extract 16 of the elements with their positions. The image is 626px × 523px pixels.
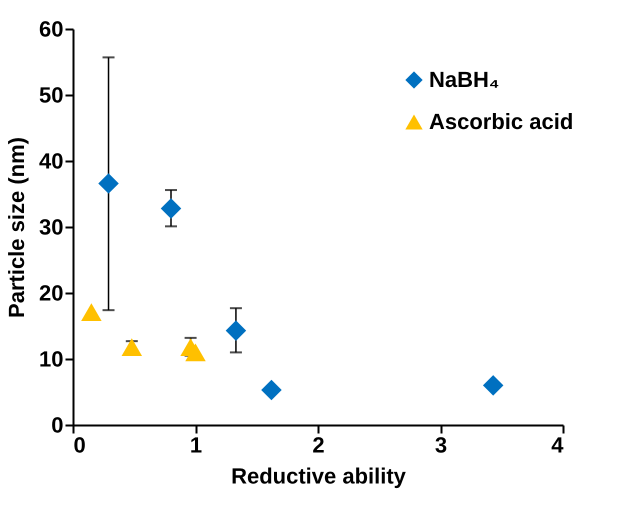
y-tick-label: 0 (51, 412, 64, 438)
y-tick-label: 20 (39, 280, 64, 306)
y-tick-label: 40 (39, 148, 64, 174)
y-axis-title: Particle size (nm) (4, 137, 30, 318)
y-tick-label: 50 (39, 82, 64, 108)
legend-label: Ascorbic acid (429, 109, 574, 134)
x-tick-label: 0 (74, 432, 86, 458)
x-tick-label: 4 (551, 432, 564, 458)
x-axis-title: Reductive ability (231, 464, 407, 488)
y-tick-label: 60 (39, 16, 64, 42)
x-tick-label: 2 (312, 432, 325, 458)
y-tick-label: 30 (39, 214, 64, 240)
legend-label: NaBH₄ (429, 67, 500, 92)
y-tick-label: 10 (39, 346, 64, 372)
x-tick-label: 3 (434, 432, 448, 458)
x-tick-label: 1 (190, 432, 202, 458)
